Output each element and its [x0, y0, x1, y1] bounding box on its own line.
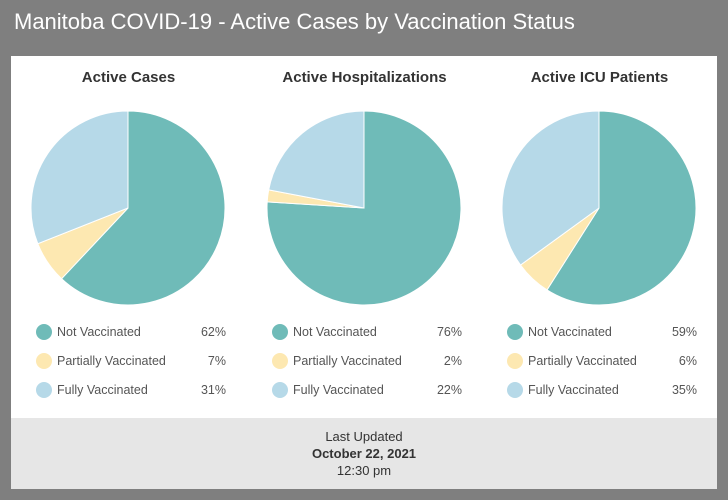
last-updated-label: Last Updated: [325, 429, 403, 444]
legend-swatch: [272, 353, 288, 369]
legend: Not Vaccinated 59% Partially Vaccinated …: [507, 320, 697, 407]
legend-label: Partially Vaccinated: [528, 354, 637, 368]
chart-title: Active ICU Patients: [530, 69, 669, 86]
legend-label: Not Vaccinated: [293, 325, 377, 339]
legend-item-not-vaccinated: Not Vaccinated 59%: [507, 320, 697, 349]
legend-item-partially-vaccinated: Partially Vaccinated 2%: [272, 349, 462, 378]
legend-value: 2%: [443, 354, 462, 368]
legend-value: 76%: [436, 325, 462, 339]
legend-value: 62%: [200, 325, 226, 339]
legend-item-partially-vaccinated: Partially Vaccinated 6%: [507, 349, 697, 378]
last-updated-footer: Last Updated October 22, 2021 12:30 pm: [11, 418, 717, 489]
legend-label: Partially Vaccinated: [57, 354, 166, 368]
pie-chart-active-icu-patients: [501, 110, 697, 306]
legend-swatch: [36, 324, 52, 340]
pie-slice-not-vaccinated: [60, 110, 226, 306]
chart-title: Active Hospitalizations: [282, 69, 447, 86]
legend-item-not-vaccinated: Not Vaccinated 62%: [36, 320, 226, 349]
pie-chart-active-cases: [30, 110, 226, 306]
legend-value: 59%: [671, 325, 697, 339]
legend-item-not-vaccinated: Not Vaccinated 76%: [272, 320, 462, 349]
legend-label: Not Vaccinated: [57, 325, 141, 339]
pie-slice-fully-vaccinated: [501, 110, 600, 266]
legend-label: Fully Vaccinated: [293, 383, 384, 397]
chart-panel-active-icu-patients: Active ICU Patients Not Vaccinated 59% P…: [482, 56, 717, 418]
legend-swatch: [507, 353, 523, 369]
pie-chart-active-hospitalizations: [266, 110, 462, 306]
chart-panel-active-cases: Active Cases Not Vaccinated 62% Partiall…: [11, 56, 246, 418]
legend-label: Fully Vaccinated: [57, 383, 148, 397]
legend-swatch: [272, 382, 288, 398]
legend-label: Partially Vaccinated: [293, 354, 402, 368]
legend: Not Vaccinated 76% Partially Vaccinated …: [272, 320, 462, 407]
legend-item-fully-vaccinated: Fully Vaccinated 35%: [507, 378, 697, 407]
chart-title: Active Cases: [81, 69, 176, 86]
legend-item-fully-vaccinated: Fully Vaccinated 31%: [36, 378, 226, 407]
last-updated-date: October 22, 2021: [311, 446, 417, 461]
legend-label: Fully Vaccinated: [528, 383, 619, 397]
legend-swatch: [36, 382, 52, 398]
charts-card: Active Cases Not Vaccinated 62% Partiall…: [11, 56, 717, 418]
legend-swatch: [36, 353, 52, 369]
legend-value: 31%: [200, 383, 226, 397]
pie-slice-fully-vaccinated: [268, 110, 365, 209]
legend-swatch: [507, 324, 523, 340]
legend-label: Not Vaccinated: [528, 325, 612, 339]
pie-slice-fully-vaccinated: [30, 110, 129, 245]
pie-slice-not-vaccinated: [546, 110, 697, 306]
legend-swatch: [272, 324, 288, 340]
page-title: Manitoba COVID-19 - Active Cases by Vacc…: [0, 0, 728, 44]
legend-item-partially-vaccinated: Partially Vaccinated 7%: [36, 349, 226, 378]
legend-item-fully-vaccinated: Fully Vaccinated 22%: [272, 378, 462, 407]
legend-value: 35%: [671, 383, 697, 397]
last-updated-time: 12:30 pm: [336, 463, 392, 478]
legend-value: 22%: [436, 383, 462, 397]
legend-value: 6%: [678, 354, 697, 368]
chart-panel-active-hospitalizations: Active Hospitalizations Not Vaccinated 7…: [247, 56, 482, 418]
legend-swatch: [507, 382, 523, 398]
legend: Not Vaccinated 62% Partially Vaccinated …: [36, 320, 226, 407]
legend-value: 7%: [207, 354, 226, 368]
